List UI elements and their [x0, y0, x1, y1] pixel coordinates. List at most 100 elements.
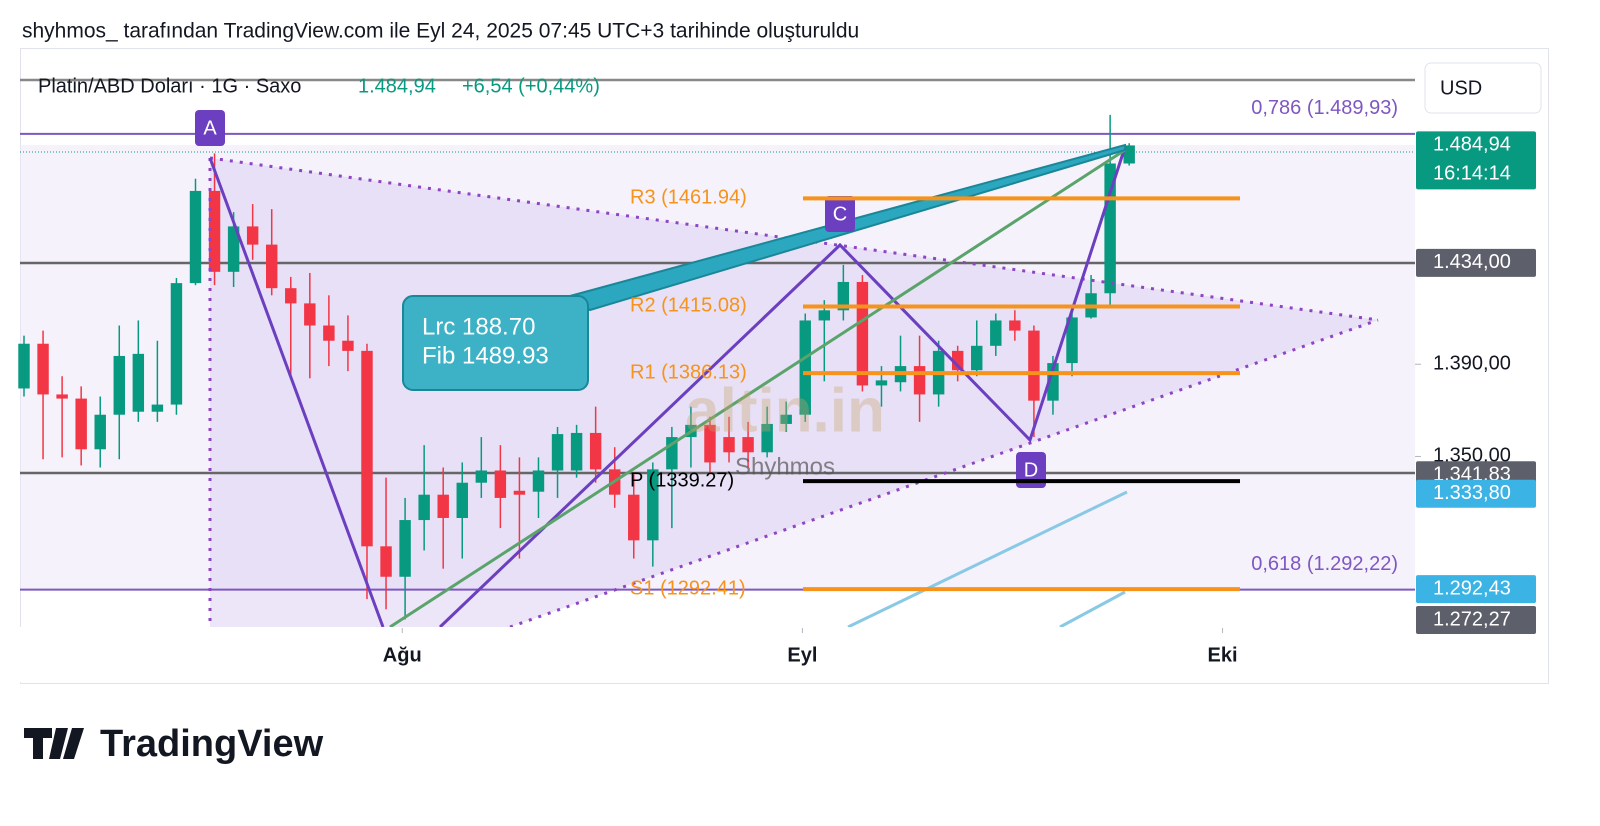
candle-body [227, 226, 240, 272]
candle-body [170, 283, 183, 405]
pattern-point [1016, 452, 1046, 488]
triangle-bottom [509, 318, 1379, 629]
pattern-point [825, 196, 855, 232]
candle-body [704, 424, 716, 463]
candle-body [208, 190, 221, 272]
candle-body [647, 469, 659, 541]
candle-body [18, 343, 30, 389]
candle-body [1123, 145, 1135, 164]
candle-body [1009, 320, 1021, 331]
candle-body [856, 281, 869, 386]
annotation-text: Lrc 188.70 [422, 313, 535, 340]
price-tag-time: 16:14:14 [1433, 163, 1511, 185]
candle-body [780, 414, 792, 424]
price-tag [1416, 606, 1536, 634]
pattern-leg [208, 157, 385, 628]
candle-body [56, 394, 68, 399]
currency-button[interactable] [1424, 62, 1542, 114]
candle-body [265, 244, 278, 289]
candle-body [132, 353, 145, 412]
candle-body [475, 470, 488, 483]
candle-body [494, 470, 507, 498]
price-tag [1416, 575, 1536, 604]
x-tick-label: Ağu [383, 644, 422, 666]
candle-body [1047, 363, 1059, 401]
candle-body [285, 288, 297, 304]
candle-body [1104, 163, 1116, 294]
candle-body [513, 490, 526, 495]
candle-body [589, 432, 602, 470]
x-axis-area [21, 628, 1415, 683]
candle-body [742, 437, 754, 453]
candle-body [761, 423, 773, 453]
price-tag [1416, 131, 1536, 190]
x-tick-label: Eyl [787, 644, 817, 666]
price-tag-label: 1.333,80 [1433, 482, 1511, 504]
pivot-label: P (1339.27) [630, 469, 734, 491]
candle-body [380, 546, 392, 577]
price-change: +6,54 (+0,44%) [462, 75, 600, 97]
candle-body [399, 520, 411, 577]
candle-body [818, 310, 831, 321]
triangle-fill [210, 158, 1378, 627]
annotation-box [402, 295, 589, 391]
candle-body [113, 355, 125, 415]
header: shyhmos_ tarafından TradingView.com ile … [22, 20, 859, 43]
pattern-label: D [1024, 459, 1038, 481]
candle-body [799, 320, 811, 415]
candle-body [418, 494, 430, 521]
x-tick-label: Eki [1208, 644, 1238, 666]
candle-body [151, 404, 164, 412]
candle-body [666, 437, 678, 470]
candle-body [971, 345, 983, 371]
candle-body [990, 320, 1002, 346]
candle-body [532, 470, 545, 492]
y-tick-label: 1.350,00 [1433, 445, 1511, 467]
price-tag [1416, 248, 1536, 277]
last-price: 1.484,94 [358, 75, 436, 97]
y-tick-label: 1.390,00 [1433, 353, 1511, 375]
logo-text: TradingView [100, 723, 324, 765]
price-tag-label: 1.484,94 [1433, 134, 1511, 156]
currency[interactable]: USD [1440, 77, 1482, 99]
candle-body [913, 366, 926, 395]
candle-body [1066, 317, 1078, 364]
logo-icon [24, 728, 84, 759]
candle-body [570, 432, 583, 471]
candle-body [342, 340, 354, 351]
price-tag-label: 1.434,00 [1433, 251, 1511, 273]
fib-label: 0,618 (1.292,22) [1251, 553, 1398, 575]
triangle-top [209, 156, 1379, 322]
candle-body [875, 380, 888, 386]
channel-line [1059, 590, 1126, 629]
pivot-label: R3 (1461.94) [630, 187, 747, 209]
candle-body [437, 494, 449, 518]
candle-body [361, 350, 373, 547]
candle-body [304, 303, 316, 326]
candle-body [628, 494, 640, 541]
annotation-text: Fib 1489.93 [422, 342, 549, 369]
fib-label: 0,786 (1.489,93) [1251, 97, 1398, 119]
candle-body [837, 281, 850, 311]
pattern-leg [438, 146, 1127, 629]
pattern-label: C [833, 203, 847, 225]
candle-body [94, 414, 106, 450]
price-tag-label: 1.272,27 [1433, 608, 1511, 630]
candle-body [37, 343, 49, 395]
price-tag-label: 1.292,43 [1433, 577, 1511, 599]
price-tag [1416, 479, 1536, 508]
trend-line [389, 148, 1126, 629]
pattern-label: A [203, 117, 217, 139]
watermark: altin.in [685, 376, 885, 445]
candle-body [189, 190, 202, 284]
pattern-point [195, 110, 225, 146]
pivot-label: R1 (1386.13) [630, 361, 747, 383]
pivot-label: R2 (1415.08) [630, 295, 747, 317]
channel-line [847, 490, 1128, 629]
candle-body [246, 226, 259, 245]
symbol: Platin/ABD Doları · 1G · Saxo [38, 75, 301, 97]
candle-body [75, 398, 87, 450]
candle-body [456, 482, 468, 518]
